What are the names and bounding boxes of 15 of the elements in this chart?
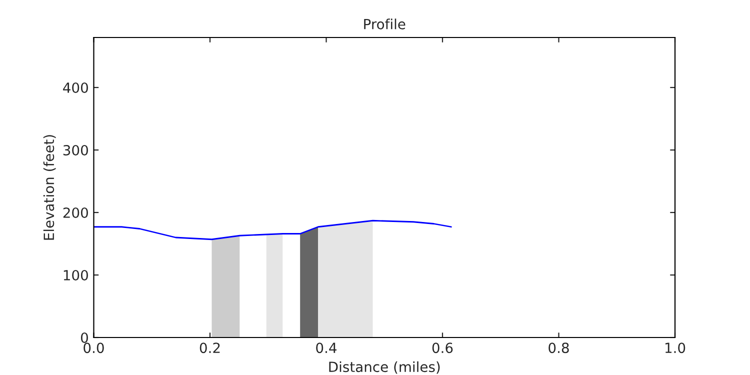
y-axis-title: Elevation (feet)	[43, 135, 56, 240]
x-tick-label: 0.0	[84, 342, 104, 354]
y-tick-label: 0	[80, 332, 88, 343]
x-tick-label: 0.8	[548, 342, 569, 354]
x-tick-label: 1.0	[665, 342, 686, 354]
y-tick-label: 400	[63, 82, 88, 93]
y-tick-label: 100	[64, 270, 88, 280]
x-tick-label: 0.2	[200, 342, 220, 354]
y-tick-label: 200	[63, 207, 88, 218]
y-tick-label: 300	[63, 144, 88, 156]
chart-title: Profile	[364, 18, 406, 30]
line-series	[94, 220, 452, 240]
x-axis-title: Distance (miles)	[329, 361, 440, 374]
x-tick-label: 0.6	[432, 342, 453, 354]
x-tick-label: 0.4	[316, 342, 337, 354]
